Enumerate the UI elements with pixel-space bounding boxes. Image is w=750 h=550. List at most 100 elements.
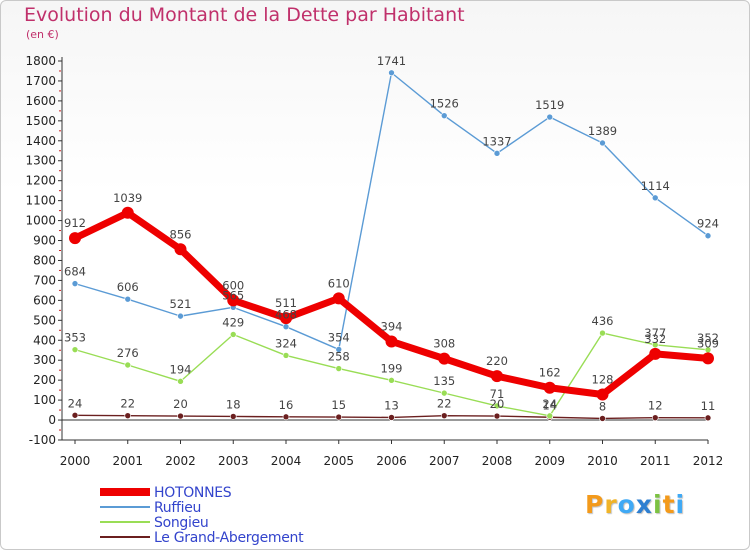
data-point	[282, 352, 290, 359]
legend-swatch-le-grand-abergement	[100, 536, 150, 538]
data-point	[71, 280, 79, 287]
y-tick-label: 0	[48, 413, 56, 427]
data-label: 353	[64, 331, 86, 345]
x-tick-label: 2000	[60, 454, 91, 468]
chart-axes: -100 0 100 200 300 400 500 600 700 800 900 1000 1100…	[25, 54, 723, 468]
data-label: 924	[697, 217, 719, 231]
data-point	[493, 412, 501, 420]
data-label: 24	[542, 397, 557, 411]
data-point	[229, 331, 237, 338]
data-point	[599, 329, 606, 337]
data-point	[649, 347, 662, 360]
data-label: 24	[68, 396, 83, 410]
data-label: 606	[117, 280, 139, 294]
data-label: 429	[222, 315, 244, 329]
data-point	[282, 413, 290, 421]
x-tick-label: 2011	[640, 454, 671, 468]
data-label: 1741	[377, 54, 406, 68]
legend-label-hotonnes: HOTONNES	[154, 485, 232, 501]
data-label: 258	[328, 350, 350, 364]
data-point	[177, 412, 184, 420]
data-label: 128	[592, 373, 614, 387]
data-point	[71, 411, 79, 419]
y-tick-label: 500	[33, 313, 56, 327]
y-tick-label: 200	[33, 373, 56, 387]
x-tick-label: 2012	[693, 454, 724, 468]
y-tick-label: 1600	[25, 94, 56, 108]
data-label: 394	[381, 319, 403, 333]
data-label: 377	[644, 326, 666, 340]
legend-swatch-songieu	[100, 521, 150, 523]
chart-title: Evolution du Montant de la Dette par Hab…	[24, 4, 465, 26]
data-point	[440, 112, 448, 119]
data-label: 468	[275, 308, 297, 322]
data-point	[388, 414, 395, 421]
data-point	[651, 194, 659, 202]
legend-item-songieu: Songieu	[100, 515, 400, 531]
data-label: 354	[328, 330, 350, 344]
data-point	[177, 312, 184, 320]
data-point	[546, 113, 554, 121]
x-tick-label: 2002	[165, 454, 196, 468]
legend-item-hotonnes: HOTONNES	[100, 485, 400, 501]
y-tick-label: 1000	[25, 214, 56, 228]
y-tick-label: 1800	[25, 54, 56, 68]
data-label: 20	[173, 397, 188, 411]
data-point	[493, 150, 501, 157]
data-label: 1337	[482, 134, 511, 148]
data-label: 12	[648, 399, 663, 413]
y-tick-label: 1300	[25, 154, 56, 168]
data-label: 22	[437, 397, 452, 411]
data-point	[543, 381, 556, 394]
legend: HOTONNES Ruffieu Songieu Le Grand-Aberge…	[100, 485, 400, 546]
data-label: 199	[381, 361, 403, 375]
data-label: 22	[120, 397, 135, 411]
data-label: 13	[384, 398, 399, 412]
logo-letter-2: r	[604, 490, 618, 519]
y-tick-label: 400	[33, 333, 56, 347]
data-label: 521	[170, 297, 192, 311]
data-label: 856	[170, 227, 192, 241]
data-point	[702, 352, 714, 365]
x-tick-label: 2010	[587, 454, 618, 468]
data-point	[546, 412, 554, 420]
logo-letter-1: P	[585, 490, 605, 519]
logo-letter-5: i	[653, 490, 663, 519]
data-point	[177, 378, 184, 385]
data-point	[388, 377, 395, 384]
data-point	[280, 312, 292, 325]
data-label: 610	[328, 276, 350, 290]
data-point	[69, 232, 81, 245]
data-point	[335, 365, 343, 372]
proxiti-logo: Proxiti	[585, 490, 685, 519]
legend-label-le-grand-abergement: Le Grand-Abergement	[154, 530, 304, 546]
y-tick-label: 900	[33, 234, 56, 248]
y-tick-label: 1200	[25, 174, 56, 188]
data-label: 20	[490, 397, 505, 411]
data-label: 194	[170, 362, 192, 376]
data-label: 324	[275, 336, 297, 350]
y-tick-label: 600	[33, 293, 56, 307]
data-label: 912	[64, 216, 86, 230]
data-point	[440, 389, 448, 397]
data-label: 276	[117, 346, 139, 360]
y-tick-label: 1700	[25, 74, 56, 88]
data-point	[491, 370, 503, 383]
logo-letter-4: x	[635, 490, 653, 519]
data-point	[596, 388, 609, 401]
data-label: 15	[331, 398, 346, 412]
data-label: 162	[539, 366, 561, 380]
y-tick-label: 700	[33, 273, 56, 287]
data-point	[388, 69, 395, 77]
data-label: 332	[644, 332, 666, 346]
legend-label-songieu: Songieu	[154, 515, 209, 531]
data-label: 14	[542, 398, 557, 412]
data-label: 1039	[113, 191, 142, 205]
data-label: 565	[222, 288, 244, 302]
data-label: 220	[486, 354, 508, 368]
data-point	[438, 352, 451, 365]
data-point	[174, 243, 187, 256]
chart-subtitle: (en €)	[26, 28, 59, 41]
data-label: 8	[599, 399, 606, 413]
data-label: 11	[701, 399, 716, 413]
